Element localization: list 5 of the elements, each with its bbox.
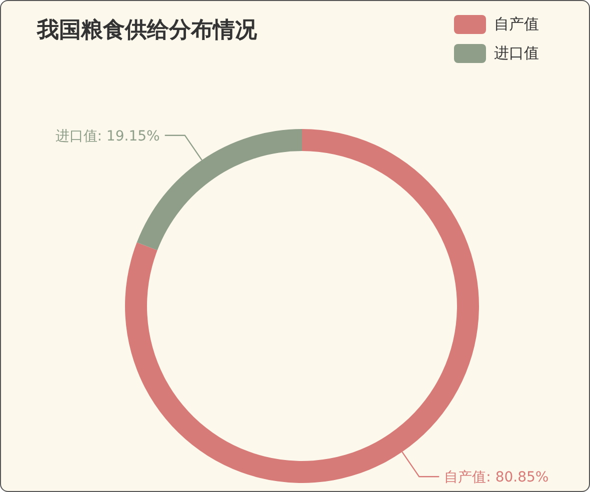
data-label: 进口值: 19.15% bbox=[55, 128, 160, 144]
chart-title: 我国粮食供给分布情况 bbox=[37, 17, 257, 45]
legend-label: 进口值 bbox=[494, 44, 539, 63]
data-label: 自产值: 80.85% bbox=[444, 470, 549, 486]
legend-label: 自产值 bbox=[494, 15, 539, 34]
